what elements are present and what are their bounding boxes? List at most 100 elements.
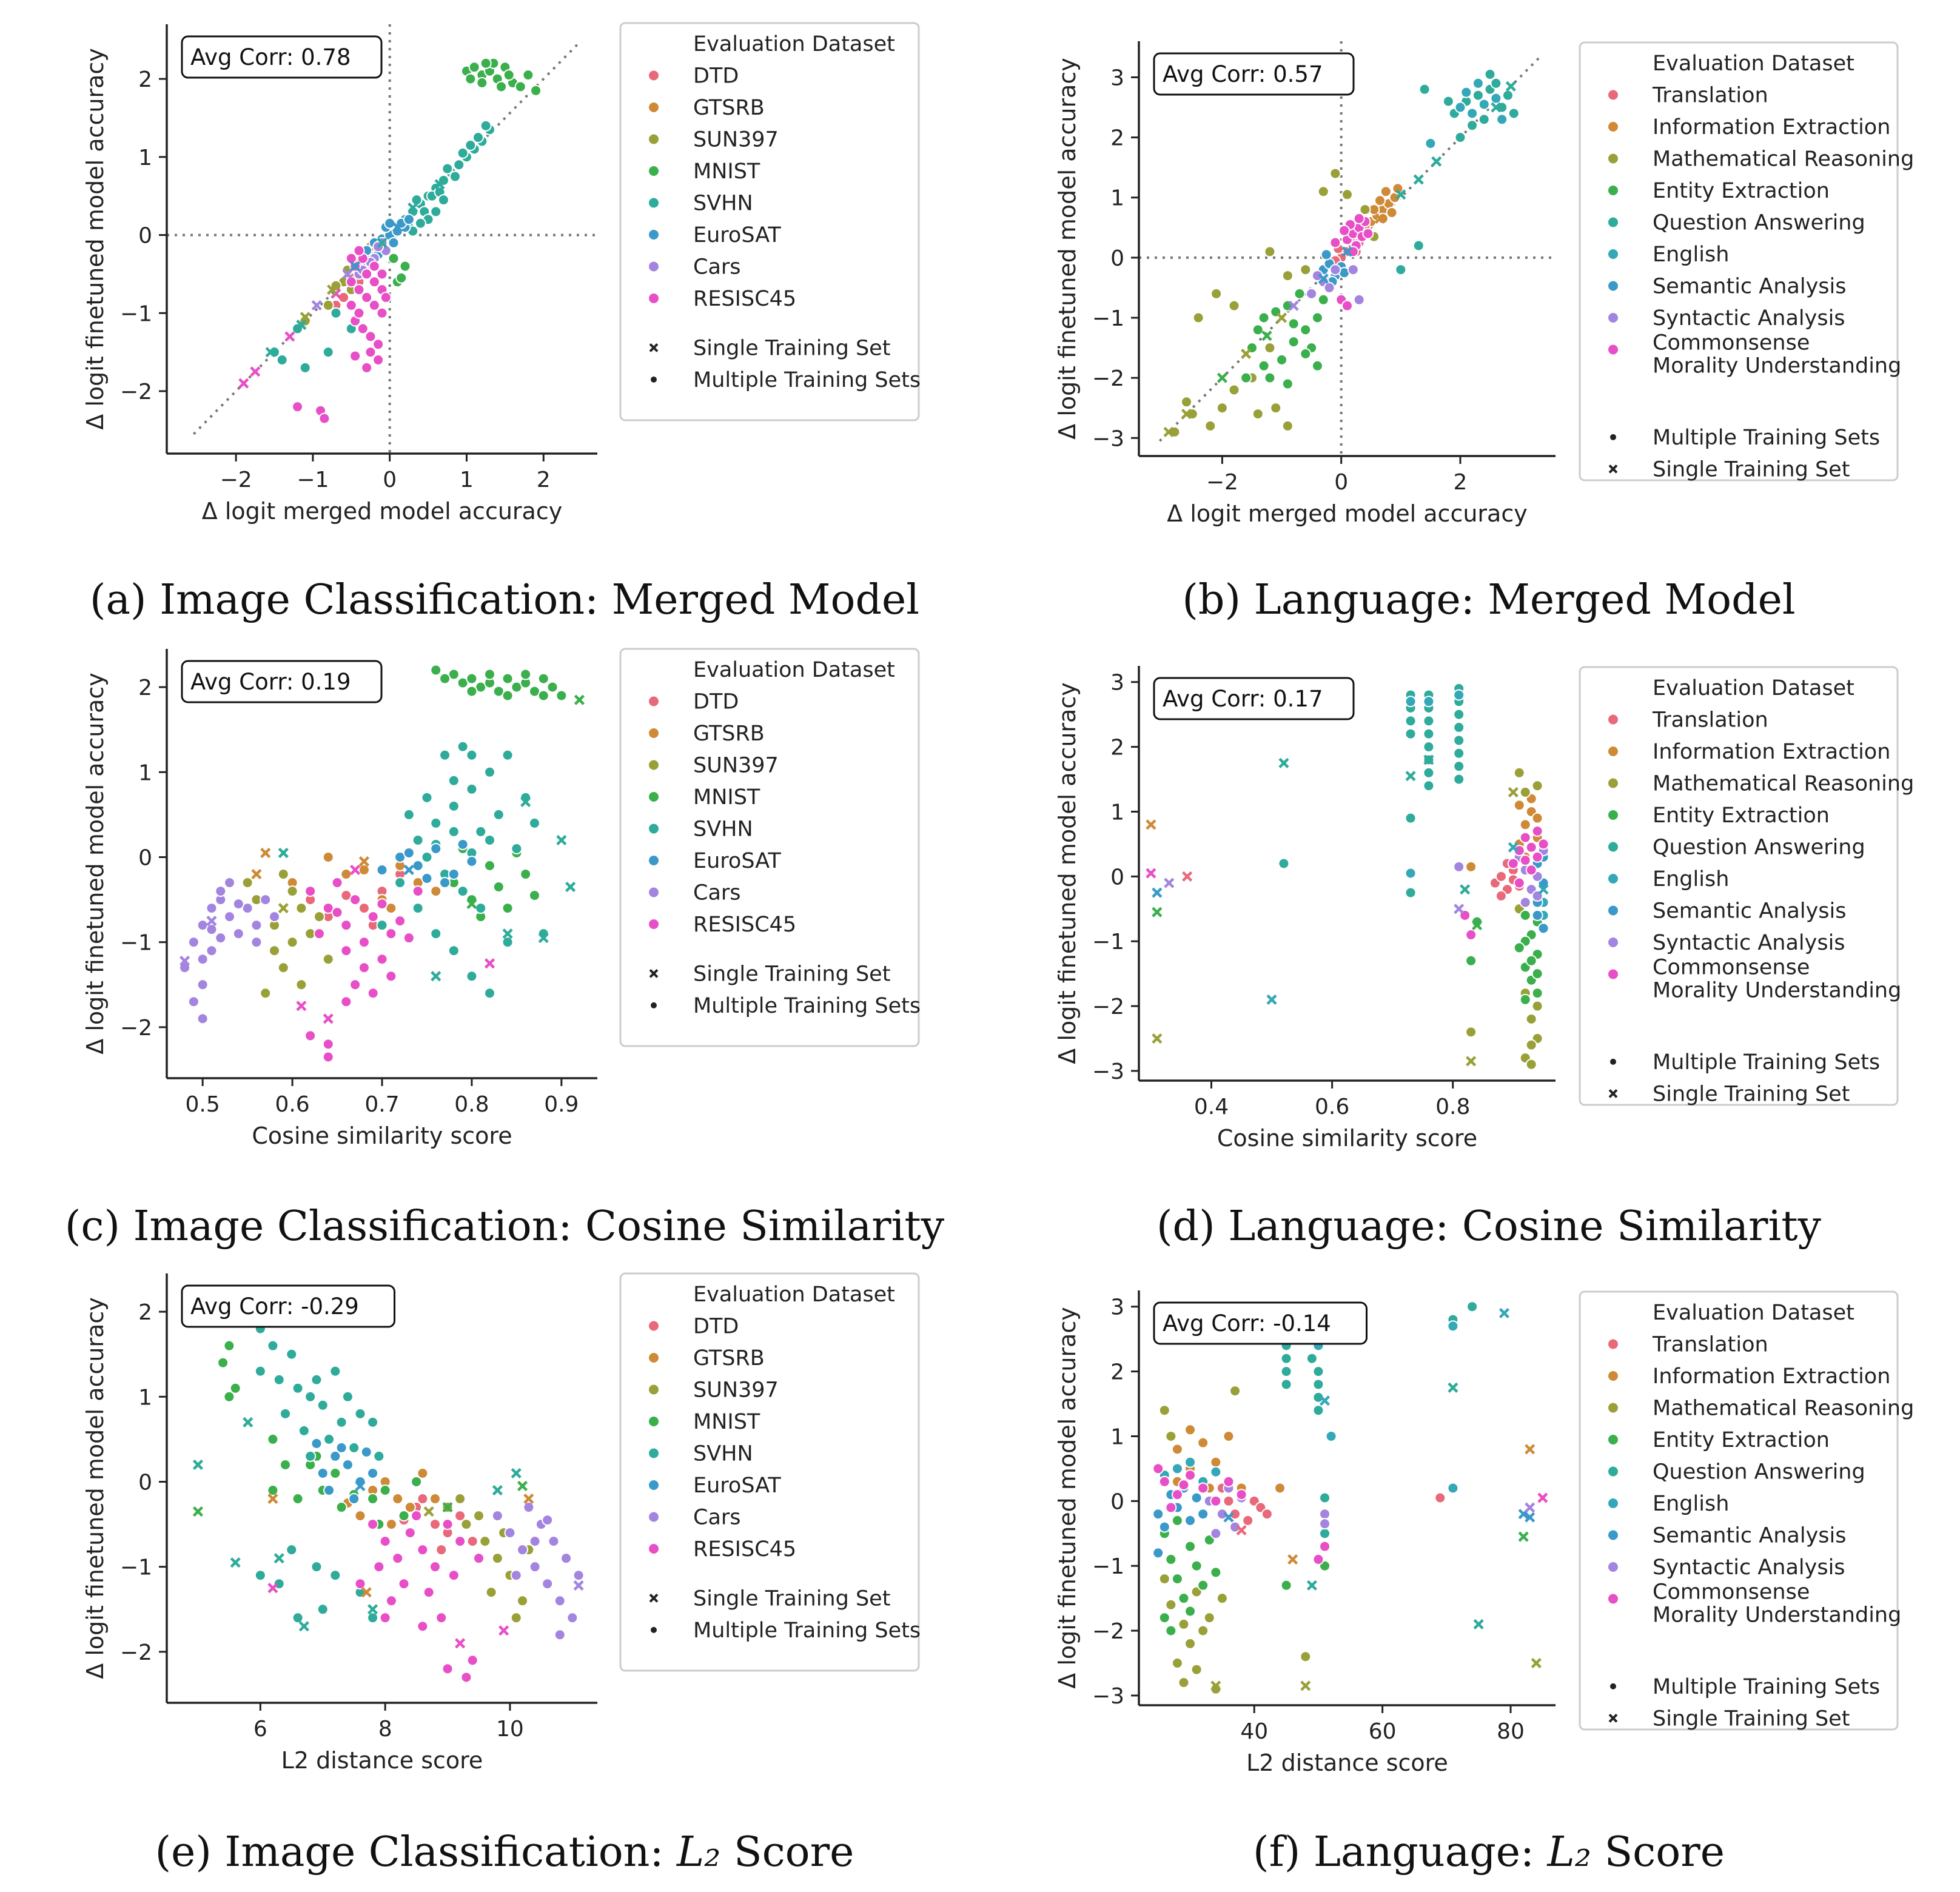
- cross-stroke: [565, 881, 576, 893]
- legend-marker: [1607, 280, 1619, 292]
- legend-label: EuroSAT: [693, 223, 781, 247]
- data-point: [1240, 372, 1252, 384]
- data-point: [1190, 1492, 1203, 1504]
- y-axis-label: Δ logit finetuned model accuracy: [1054, 682, 1081, 1064]
- cross-marker: [1448, 1382, 1458, 1393]
- data-point: [542, 1578, 554, 1590]
- data-point: [1495, 870, 1507, 882]
- cross-stroke: [238, 378, 249, 389]
- data-point: [1405, 887, 1417, 899]
- cross-stroke: [1319, 1395, 1331, 1406]
- data-point: [1287, 318, 1300, 330]
- data-point: [404, 1527, 416, 1539]
- data-point: [367, 1467, 379, 1479]
- cross-stroke: [1531, 1657, 1542, 1669]
- legend-marker: [648, 1383, 660, 1396]
- legend-frame: [619, 1272, 920, 1672]
- data-point: [1184, 1637, 1196, 1649]
- legend-label: Translation: [1652, 1333, 1768, 1357]
- chart-c: 0.5 0.6 0.7 0.8 0.9 −2 −1 0 1 2 Cosine similarity …: [82, 648, 921, 1149]
- data-point: [1281, 378, 1294, 390]
- cross-stroke: [1210, 1680, 1221, 1691]
- cross-marker: [206, 916, 217, 927]
- x-tick-label: 0.9: [544, 1092, 579, 1117]
- data-point: [1264, 246, 1276, 258]
- data-point: [358, 936, 370, 948]
- x-tick-label: 40: [1240, 1719, 1268, 1744]
- cross-stroke: [350, 864, 361, 876]
- data-point: [1513, 877, 1525, 889]
- data-point: [372, 338, 384, 351]
- data-point: [1229, 1508, 1241, 1520]
- x-tick-label: 0.6: [1315, 1095, 1349, 1119]
- y-tick-label: −2: [120, 1640, 152, 1665]
- data-point: [403, 808, 415, 820]
- data-point: [1537, 922, 1549, 934]
- cross-stroke: [1318, 273, 1329, 284]
- legend-marker: [648, 1320, 660, 1332]
- x-tick-label: 1: [460, 468, 474, 492]
- data-point: [430, 817, 442, 829]
- legend-label: Morality Understanding: [1653, 1603, 1901, 1628]
- legend-marker: [648, 727, 660, 739]
- data-point: [1380, 186, 1392, 198]
- cross-marker: [311, 300, 322, 311]
- data-point: [1280, 1352, 1292, 1364]
- x-axis-label: Δ logit merged model accuracy: [202, 498, 562, 525]
- corr-annotation: Avg Corr: 0.57: [1153, 52, 1355, 96]
- series-resisc45: [292, 244, 392, 424]
- data-point: [1312, 1404, 1324, 1417]
- data-point: [1223, 1430, 1235, 1442]
- corr-text: Avg Corr: 0.19: [190, 669, 351, 695]
- legend-label: DTD: [693, 690, 739, 714]
- data-point: [1276, 354, 1288, 366]
- data-point: [430, 664, 442, 676]
- data-point: [1465, 929, 1477, 941]
- series-question-answering: [1280, 1301, 1478, 1540]
- data-point: [224, 911, 236, 923]
- cross-marker: [517, 1480, 528, 1492]
- y-tick-label: 0: [1110, 865, 1124, 890]
- cross-stroke: [1395, 189, 1406, 200]
- y-tick-label: 3: [1110, 65, 1124, 90]
- cross-stroke: [192, 1506, 204, 1517]
- data-point: [1374, 195, 1386, 207]
- cross-marker: [323, 1013, 334, 1024]
- legend-frame: [1579, 41, 1899, 481]
- series-mnist: [430, 664, 568, 923]
- data-point: [510, 1569, 522, 1582]
- cross-stroke: [267, 1583, 278, 1594]
- cross-stroke: [350, 261, 361, 272]
- data-point: [1190, 1663, 1203, 1676]
- data-point: [1531, 851, 1543, 863]
- data-point: [460, 1518, 472, 1531]
- y-tick-label: −2: [1092, 995, 1124, 1019]
- legend-label: Entity Extraction: [1653, 803, 1830, 828]
- cross-marker: [377, 237, 388, 249]
- data-point: [441, 1518, 454, 1531]
- cross-stroke: [296, 320, 307, 330]
- series-mathematical-reasoning: [1169, 167, 1380, 438]
- data-point: [485, 1586, 497, 1598]
- cross-stroke: [1146, 819, 1156, 830]
- data-point: [1312, 1391, 1324, 1403]
- data-point: [1466, 119, 1478, 132]
- corr-box: [1153, 1301, 1368, 1345]
- data-point: [1294, 287, 1306, 300]
- x-tick-label: 0.7: [364, 1092, 399, 1117]
- data-point: [1519, 896, 1531, 908]
- legend-marker: [1607, 1401, 1619, 1414]
- data-point: [1235, 1489, 1247, 1501]
- cross-marker: [1374, 213, 1386, 224]
- data-point: [448, 825, 460, 837]
- cross-marker: [1306, 1580, 1317, 1591]
- data-point: [441, 163, 454, 175]
- data-point: [430, 842, 442, 854]
- data-point: [1325, 1430, 1337, 1442]
- cross-stroke: [1518, 1531, 1529, 1542]
- data-point: [1405, 812, 1417, 824]
- data-point: [217, 1357, 229, 1369]
- data-point: [232, 898, 244, 910]
- data-point: [554, 1629, 566, 1641]
- data-point: [435, 1544, 448, 1556]
